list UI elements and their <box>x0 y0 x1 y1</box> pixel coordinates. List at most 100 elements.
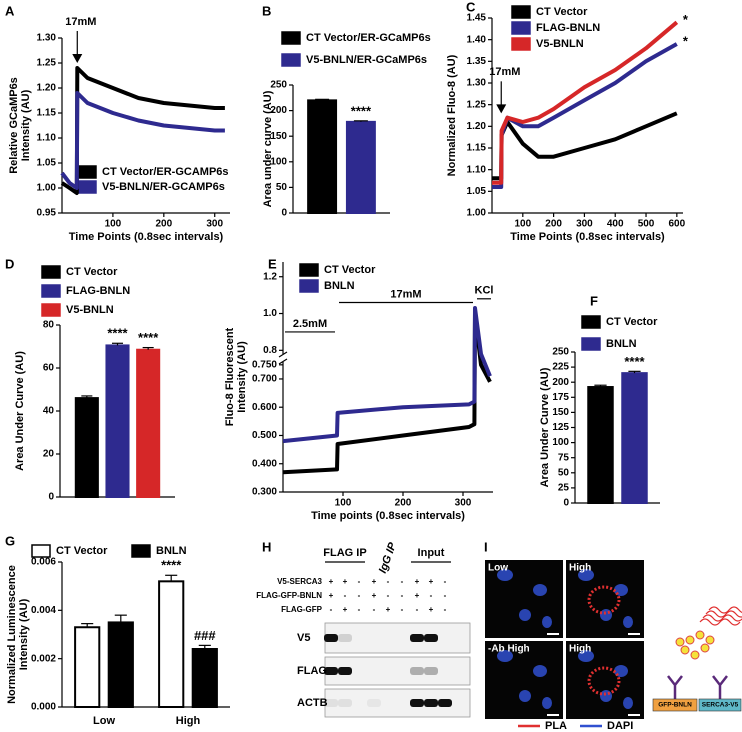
bar <box>191 648 218 708</box>
pla-signal <box>587 666 621 696</box>
legend-label: V5-BNLN/ER-GCAMP6s <box>102 181 225 193</box>
condition-label: V5-SERCA3 <box>277 577 322 586</box>
pla-signal <box>587 585 621 615</box>
y-tick-label: 0 <box>563 498 569 509</box>
legend-swatch <box>511 5 531 19</box>
y-tick-label: 1.15 <box>37 108 57 119</box>
signal-wave <box>699 618 741 626</box>
y-tick-label: 100 <box>552 437 569 448</box>
lane-sign: - <box>401 577 404 586</box>
lane-sign: + <box>343 605 348 614</box>
lane-sign: + <box>429 605 434 614</box>
y-tick-label: 0.700 <box>252 374 277 385</box>
y-axis-title: Area Under Curve (AU) <box>14 351 26 471</box>
lane-sign: - <box>401 591 404 600</box>
y-axis-title: Fluo-8 Fluorescent <box>224 327 236 426</box>
x-tick-label: 300 <box>455 498 472 509</box>
lane-sign: - <box>330 605 333 614</box>
y-axis-title: Relative GCaMP6s <box>8 77 20 174</box>
y-axis-title: Intensity (AU) <box>20 89 32 161</box>
band <box>367 699 381 707</box>
amplicon <box>685 635 695 645</box>
y-tick-label: 1.25 <box>467 99 487 110</box>
x-axis-title: Time Points (0.8sec intervals) <box>510 231 665 243</box>
annotation: 17mM <box>489 66 520 78</box>
y-tick-label: 250 <box>552 347 569 358</box>
y-tick-label: 200 <box>552 377 569 388</box>
lane-sign: + <box>329 591 334 600</box>
nucleus <box>542 697 552 709</box>
bar <box>307 99 338 214</box>
axis-break <box>278 358 288 365</box>
legend-swatch <box>299 263 319 277</box>
probe-label: ACTB <box>297 697 328 709</box>
lane-sign: + <box>386 605 391 614</box>
legend-swatch <box>77 180 97 194</box>
legend-swatch <box>581 337 601 351</box>
axis-break <box>278 351 288 358</box>
protein-label: SERCA3-V5 <box>702 702 739 709</box>
series-line <box>282 311 492 475</box>
y-tick-label: 0 <box>48 492 54 503</box>
y-tick-label: 1.45 <box>467 13 487 24</box>
legend-label: V5-BNLN <box>536 38 584 50</box>
legend-swatch <box>281 31 301 45</box>
panel-label: C <box>466 0 476 14</box>
series-line <box>282 306 492 444</box>
group-label: IgG IP <box>377 540 399 575</box>
significance: **** <box>138 330 159 345</box>
tile-label: -Ab High <box>488 644 530 655</box>
blot-strip <box>324 622 471 654</box>
y-tick-label: 60 <box>43 363 55 374</box>
lane-sign: - <box>344 591 347 600</box>
legend-label: V5-BNLN/ER-GCaMP6s <box>306 54 427 66</box>
x-tick-label: 600 <box>668 219 685 230</box>
band <box>424 699 438 707</box>
y-tick-label: 1.20 <box>467 121 487 132</box>
nucleus <box>600 609 612 621</box>
legend-label: BNLN <box>324 280 355 292</box>
legend-swatch <box>41 265 61 279</box>
y-tick-label: 150 <box>270 131 287 142</box>
lane-sign: - <box>430 591 433 600</box>
y-tick-label: 1.30 <box>37 33 57 44</box>
legend-label: FLAG-BNLN <box>536 22 600 34</box>
group-label: FLAG IP <box>323 547 366 559</box>
bar <box>74 626 101 708</box>
signal-wave <box>702 614 742 622</box>
lane-sign: + <box>329 577 334 586</box>
nucleus <box>600 690 612 702</box>
lane-sign: - <box>444 605 447 614</box>
legend-label: PLA <box>545 720 567 732</box>
panel-label: D <box>5 256 14 271</box>
band <box>410 699 424 707</box>
legend-label: FLAG-BNLN <box>66 285 130 297</box>
panel-label: F <box>590 293 598 308</box>
legend-swatch <box>299 279 319 293</box>
band <box>424 634 438 642</box>
y-tick-label: 1.00 <box>37 183 57 194</box>
y-tick-label: 0.600 <box>252 402 277 413</box>
tile-label: Low <box>488 563 508 574</box>
amplicon <box>705 635 715 645</box>
amplicon <box>695 630 705 640</box>
series-line <box>60 91 225 190</box>
y-tick-label: 150 <box>552 407 569 418</box>
x-tick-label: 200 <box>545 219 562 230</box>
legend-swatch <box>511 21 531 35</box>
series-line <box>492 20 679 185</box>
tile-label: High <box>569 644 591 655</box>
nucleus <box>578 569 594 581</box>
panel-label: B <box>262 3 271 18</box>
y-tick-label: 1.00 <box>467 208 487 219</box>
signal-wave <box>705 610 742 618</box>
y-tick-label: 0.95 <box>37 208 57 219</box>
bracket-label: 2.5mM <box>293 318 327 330</box>
y-tick-label: 75 <box>558 452 570 463</box>
x-tick-label: 200 <box>395 498 412 509</box>
lane-sign: - <box>387 577 390 586</box>
x-tick-label: 100 <box>335 498 352 509</box>
x-tick-label: 200 <box>155 219 172 230</box>
end-label: * <box>683 12 689 27</box>
y-tick-label: 0.004 <box>31 605 56 616</box>
